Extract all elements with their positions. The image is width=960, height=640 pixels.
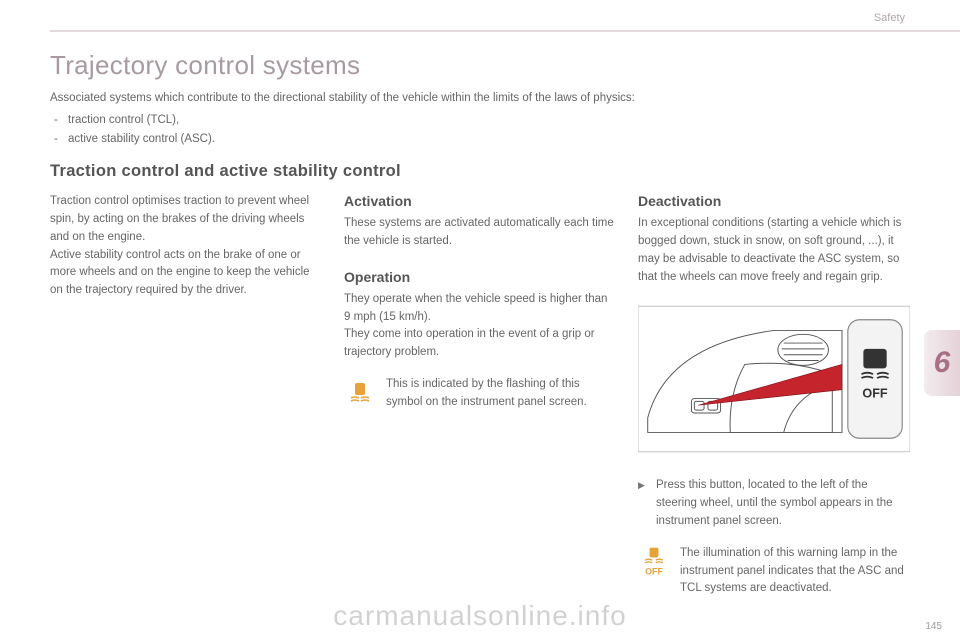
page-number: 145 xyxy=(925,621,942,632)
skid-warning-icon xyxy=(344,376,376,408)
button-off-label: OFF xyxy=(862,387,888,401)
operation-note: This is indicated by the flashing of thi… xyxy=(344,376,616,412)
content-columns: Traction control optimises traction to p… xyxy=(50,193,910,598)
column-3: Deactivation In exceptional conditions (… xyxy=(638,193,910,598)
dashboard-illustration: OFF xyxy=(638,304,910,454)
column-1: Traction control optimises traction to p… xyxy=(50,193,322,598)
chapter-tab: 6 xyxy=(924,330,960,396)
section-heading: Traction control and active stability co… xyxy=(50,162,910,181)
watermark: carmanualsonline.info xyxy=(333,600,626,632)
header-rule xyxy=(50,30,960,32)
operation-heading: Operation xyxy=(344,269,616,285)
icon-off-text: OFF xyxy=(645,566,663,576)
intro-bullets: traction control (TCL), active stability… xyxy=(50,111,910,148)
deactivation-body: In exceptional conditions (starting a ve… xyxy=(638,215,910,286)
deactivation-instructions: ▶ Press this button, located to the left… xyxy=(638,477,910,530)
header-category: Safety xyxy=(874,12,905,24)
page-title: Trajectory control systems xyxy=(50,50,910,81)
skid-off-icon: OFF xyxy=(638,545,670,577)
col1-body: Traction control optimises traction to p… xyxy=(50,193,322,300)
instruction-text: Press this button, located to the left o… xyxy=(656,479,893,527)
operation-block: Operation They operate when the vehicle … xyxy=(344,269,616,412)
pointer-icon: ▶ xyxy=(638,479,645,493)
chapter-number: 6 xyxy=(934,346,951,380)
deactivation-block: Deactivation In exceptional conditions (… xyxy=(638,193,910,286)
operation-note-text: This is indicated by the flashing of thi… xyxy=(386,376,616,412)
column-2: Activation These systems are activated a… xyxy=(344,193,616,598)
instruction-item: ▶ Press this button, located to the left… xyxy=(638,477,910,530)
bullet-item: active stability control (ASC). xyxy=(50,130,910,148)
activation-body: These systems are activated automaticall… xyxy=(344,215,616,251)
bullet-item: traction control (TCL), xyxy=(50,111,910,129)
operation-body: They operate when the vehicle speed is h… xyxy=(344,291,616,362)
activation-block: Activation These systems are activated a… xyxy=(344,193,616,251)
deactivation-heading: Deactivation xyxy=(638,193,910,209)
deactivation-note: OFF The illumination of this warning lam… xyxy=(638,545,910,598)
intro-text: Associated systems which contribute to t… xyxy=(50,89,910,107)
deactivation-note-text: The illumination of this warning lamp in… xyxy=(680,545,910,598)
activation-heading: Activation xyxy=(344,193,616,209)
